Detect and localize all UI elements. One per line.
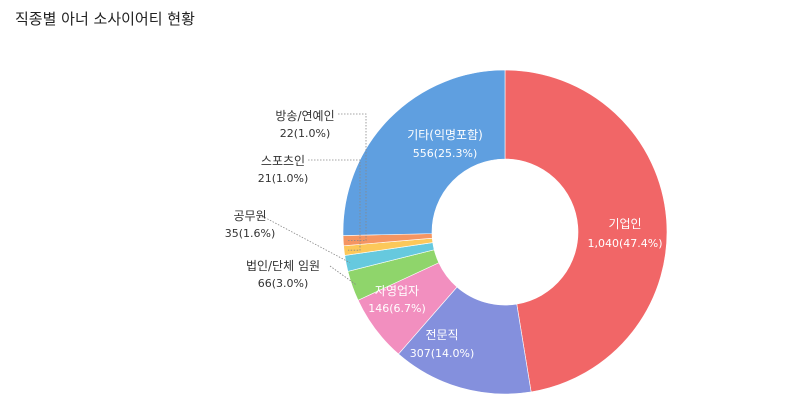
slice-label-3: 자영업자 [375,284,419,298]
slice-label-6: 스포츠인 [261,154,305,168]
slice-label-4: 법인/단체 임원 [246,259,320,273]
slice-8 [342,69,506,236]
slices-group [342,69,668,395]
slice-label-8: 기타(익명포함) [407,128,483,142]
slice-value-3: 146(6.7%) [368,302,426,315]
slice-value-6: 21(1.0%) [258,172,309,185]
leader-line-6 [308,159,361,251]
chart-title: 직종별 아너 소사이어티 현황 [15,10,195,28]
slice-label-1: 기업인 [608,217,641,231]
slice-label-7: 방송/연예인 [275,109,334,123]
slice-value-2: 307(14.0%) [410,347,475,360]
labels-group: 기업인 1,040(47.4%) 전문직 307(14.0%) 자영업자 146(6.7%… [225,109,663,360]
leader-lines-group [261,113,367,286]
slice-1 [504,69,668,393]
slice-value-5: 35(1.6%) [225,227,276,240]
leader-line-7 [338,113,367,241]
slice-label-2: 전문직 [425,328,458,342]
slice-label-5: 공무원 [233,209,266,223]
slice-value-7: 22(1.0%) [280,127,331,140]
slice-value-1: 1,040(47.4%) [587,237,662,250]
leader-line-4 [329,265,357,286]
slice-value-8: 556(25.3%) [413,147,478,160]
slice-value-4: 66(3.0%) [258,277,309,290]
